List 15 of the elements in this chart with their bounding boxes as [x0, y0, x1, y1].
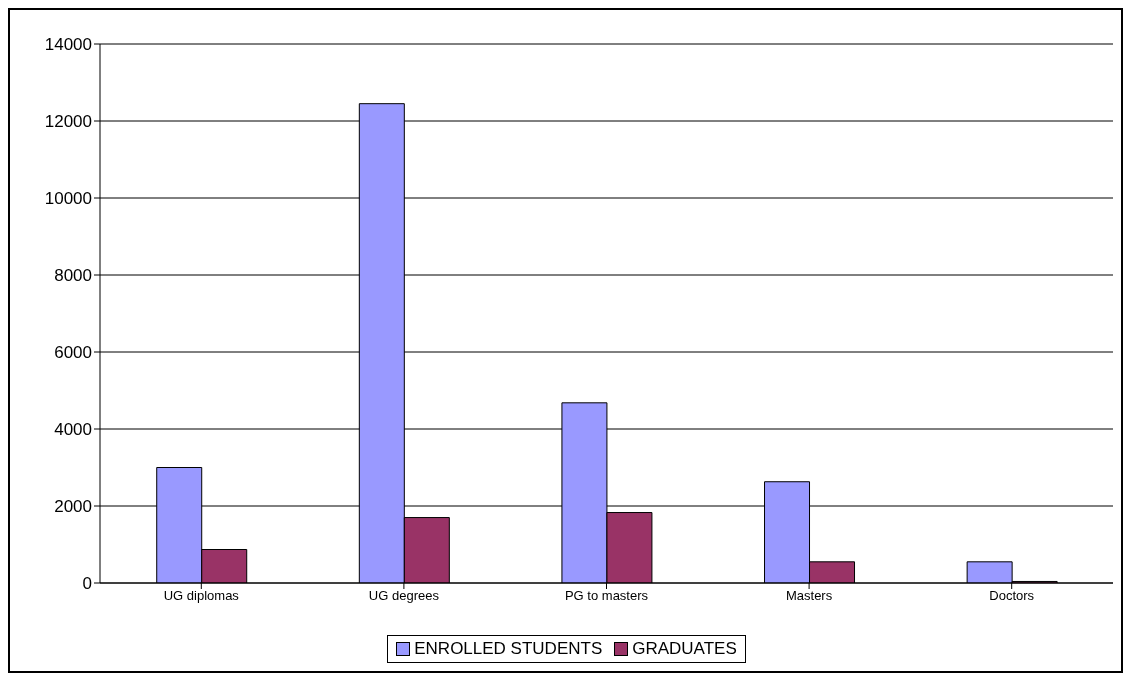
- y-tick-label: 12000: [44, 112, 92, 132]
- y-tick-label: 0: [82, 574, 92, 594]
- x-tick-label: Doctors: [989, 588, 1035, 604]
- x-tick-label: PG to masters: [564, 588, 649, 604]
- x-tick-label: Masters: [785, 588, 833, 604]
- y-tick-label: 4000: [54, 420, 92, 440]
- x-tick-label: UG degrees: [368, 588, 440, 604]
- y-tick-label: 14000: [44, 35, 92, 55]
- y-tick-label: 6000: [54, 343, 92, 363]
- legend-label: ENROLLED STUDENTS: [413, 639, 603, 659]
- legend-label: GRADUATES: [631, 639, 737, 659]
- y-tick-label: 2000: [54, 497, 92, 517]
- y-tick-label: 10000: [44, 189, 92, 209]
- y-tick-label: 8000: [54, 266, 92, 286]
- x-tick-label: UG diplomas: [163, 588, 240, 604]
